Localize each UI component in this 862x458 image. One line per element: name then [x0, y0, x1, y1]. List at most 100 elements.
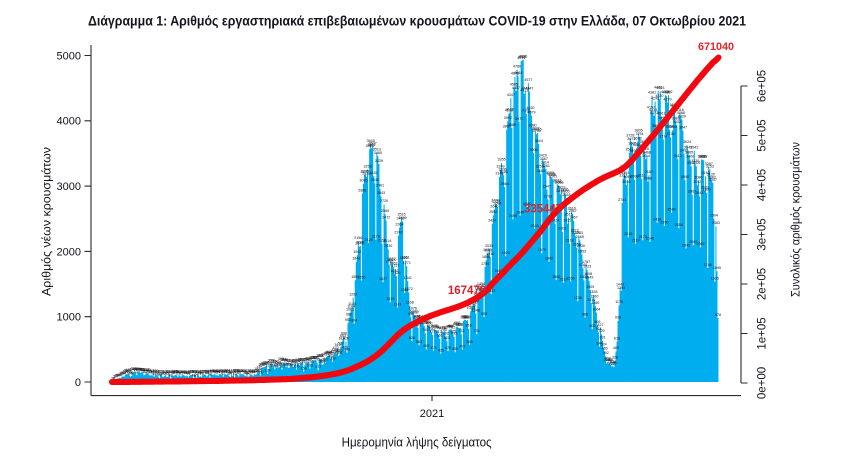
svg-text:2056: 2056 [573, 243, 581, 247]
svg-text:89: 89 [184, 371, 188, 375]
svg-text:1061: 1061 [346, 308, 354, 312]
svg-text:113: 113 [202, 369, 208, 373]
svg-text:136: 136 [140, 368, 146, 372]
svg-text:3184: 3184 [537, 169, 545, 173]
svg-text:3714: 3714 [659, 134, 667, 138]
svg-text:4381: 4381 [648, 91, 656, 95]
svg-text:328: 328 [612, 355, 618, 359]
svg-text:4126: 4126 [506, 107, 514, 111]
svg-text:469: 469 [613, 346, 619, 350]
svg-text:97: 97 [206, 371, 210, 375]
svg-text:3992: 3992 [504, 116, 512, 120]
svg-text:3143: 3143 [495, 172, 503, 176]
svg-text:94: 94 [251, 371, 255, 375]
svg-text:3408: 3408 [697, 154, 705, 158]
svg-text:253: 253 [297, 360, 303, 364]
svg-text:1763: 1763 [389, 262, 397, 266]
svg-text:1236: 1236 [574, 296, 582, 300]
svg-text:107: 107 [176, 370, 182, 374]
svg-text:1145: 1145 [348, 302, 356, 306]
svg-text:1850: 1850 [400, 256, 408, 260]
svg-text:4113: 4113 [649, 108, 657, 112]
svg-text:3581: 3581 [368, 143, 376, 147]
svg-text:4157: 4157 [647, 105, 655, 109]
svg-text:1535: 1535 [711, 277, 719, 281]
svg-text:80: 80 [246, 372, 250, 376]
svg-text:3177: 3177 [361, 169, 369, 173]
svg-text:1385: 1385 [475, 286, 483, 290]
svg-text:373: 373 [321, 352, 327, 356]
svg-text:114: 114 [214, 369, 220, 373]
svg-text:1000: 1000 [57, 312, 81, 324]
svg-text:3016: 3016 [622, 180, 630, 184]
svg-text:3864: 3864 [665, 125, 673, 129]
svg-text:113: 113 [159, 369, 165, 373]
svg-text:2874: 2874 [556, 189, 564, 193]
svg-text:773: 773 [439, 326, 445, 330]
svg-text:109: 109 [163, 370, 169, 374]
svg-text:116: 116 [241, 369, 247, 373]
svg-text:3605: 3605 [628, 141, 636, 145]
svg-text:262: 262 [273, 360, 279, 364]
svg-text:58: 58 [118, 373, 122, 377]
svg-text:729: 729 [598, 329, 604, 333]
svg-text:4449: 4449 [521, 86, 529, 90]
svg-text:430: 430 [334, 349, 340, 353]
svg-text:4936: 4936 [519, 55, 527, 59]
svg-text:732: 732 [458, 329, 464, 333]
svg-text:4391: 4391 [661, 90, 669, 94]
svg-text:3566: 3566 [366, 144, 374, 148]
svg-text:3468: 3468 [643, 150, 651, 154]
svg-text:3086: 3086 [694, 175, 702, 179]
svg-text:294: 294 [303, 358, 309, 362]
svg-text:113: 113 [221, 369, 227, 373]
svg-text:990: 990 [408, 312, 414, 316]
svg-text:1608: 1608 [584, 272, 592, 276]
svg-text:1972: 1972 [483, 248, 491, 252]
svg-text:122: 122 [237, 369, 243, 373]
svg-text:2619: 2619 [550, 206, 558, 210]
svg-text:1942: 1942 [353, 250, 361, 254]
svg-text:3624: 3624 [683, 140, 691, 144]
svg-text:300: 300 [278, 357, 284, 361]
svg-text:121: 121 [239, 369, 245, 373]
svg-text:309: 309 [305, 357, 311, 361]
svg-text:113: 113 [146, 369, 152, 373]
svg-text:2438: 2438 [653, 218, 661, 222]
svg-text:3068: 3068 [644, 177, 652, 181]
svg-text:119: 119 [244, 369, 250, 373]
svg-text:285: 285 [295, 358, 301, 362]
svg-text:97: 97 [163, 371, 167, 375]
svg-text:118: 118 [123, 369, 129, 373]
svg-text:113: 113 [209, 369, 215, 373]
svg-text:2030: 2030 [577, 244, 585, 248]
svg-text:121: 121 [217, 369, 223, 373]
svg-text:121: 121 [238, 369, 244, 373]
svg-text:1420: 1420 [476, 284, 484, 288]
svg-text:869: 869 [594, 320, 600, 324]
svg-text:124: 124 [224, 369, 230, 373]
svg-text:119: 119 [240, 369, 246, 373]
svg-text:101: 101 [174, 370, 180, 374]
svg-text:221: 221 [285, 362, 291, 366]
svg-text:2242: 2242 [394, 230, 402, 234]
svg-text:2984: 2984 [501, 182, 509, 186]
svg-text:3335: 3335 [691, 159, 699, 163]
svg-text:1210: 1210 [587, 298, 595, 302]
svg-text:97: 97 [178, 371, 182, 375]
svg-text:89: 89 [199, 371, 203, 375]
svg-text:1371: 1371 [478, 287, 486, 291]
svg-text:101: 101 [169, 370, 175, 374]
svg-text:98: 98 [150, 370, 154, 374]
svg-text:108: 108 [235, 370, 241, 374]
svg-text:82: 82 [152, 371, 156, 375]
svg-text:84: 84 [122, 371, 126, 375]
svg-text:111: 111 [218, 370, 224, 374]
svg-text:113: 113 [157, 369, 163, 373]
svg-text:104: 104 [225, 370, 231, 374]
svg-text:1454: 1454 [477, 282, 485, 286]
svg-text:1328: 1328 [589, 290, 597, 294]
svg-text:94: 94 [216, 371, 220, 375]
svg-text:422: 422 [337, 349, 343, 353]
svg-text:86: 86 [205, 371, 209, 375]
